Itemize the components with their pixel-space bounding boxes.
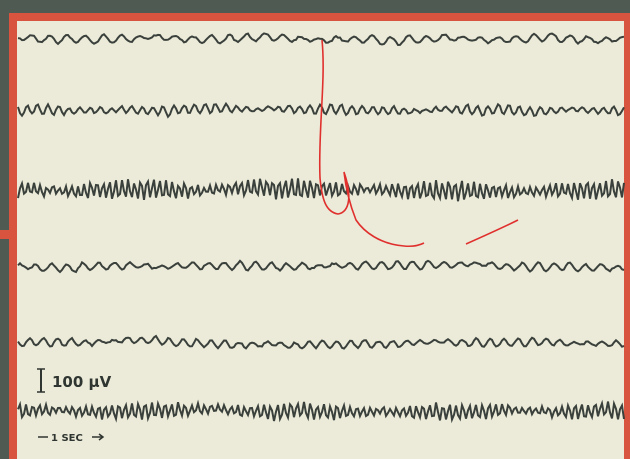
eeg-scan: 100 μV 1 SEC bbox=[0, 0, 630, 459]
paper bbox=[17, 21, 624, 459]
time-label: 1 SEC bbox=[51, 433, 83, 444]
amplitude-label: 100 μV bbox=[52, 373, 112, 391]
page: 100 μV 1 SEC (() => { const data = JSON.… bbox=[0, 0, 630, 459]
